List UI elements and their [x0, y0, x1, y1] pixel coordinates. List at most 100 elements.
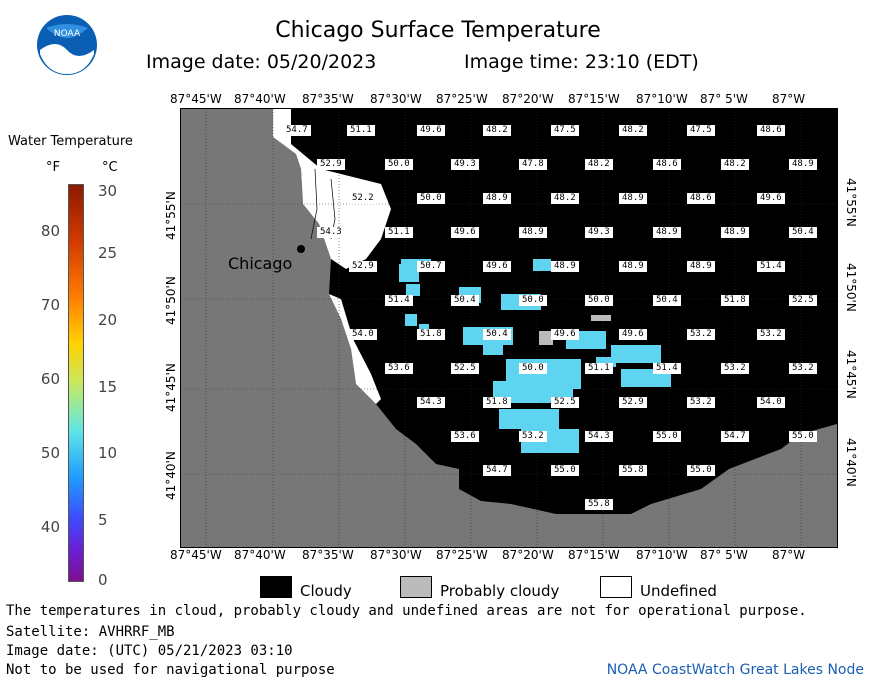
temp-value: 48.9	[653, 227, 681, 238]
temp-value: 51.4	[757, 261, 785, 272]
temp-value: 48.2	[483, 125, 511, 136]
legend-cloudy-swatch	[260, 576, 292, 598]
temp-value: 48.9	[551, 261, 579, 272]
longitude-label: 87°40'W	[234, 92, 286, 106]
unit-celsius: °C	[102, 160, 118, 175]
longitude-label: 87°30'W	[370, 92, 422, 106]
latitude-label: 41°45'N	[164, 363, 178, 412]
latitude-label: 41°40'N	[844, 438, 858, 487]
water-temperature-patches	[399, 259, 671, 453]
temp-value: 55.0	[789, 431, 817, 442]
temp-value: 47.8	[519, 159, 547, 170]
scale-title: Water Temperature	[8, 134, 133, 149]
temp-value: 49.6	[417, 125, 445, 136]
temp-value: 53.6	[451, 431, 479, 442]
longitude-label: 87°15'W	[568, 548, 620, 562]
noaa-logo: NOAA	[36, 14, 98, 76]
temp-value: 53.2	[721, 363, 749, 374]
city-label: Chicago	[228, 254, 293, 273]
land-west	[181, 109, 837, 547]
temp-value: 52.5	[551, 397, 579, 408]
temp-value: 48.6	[653, 159, 681, 170]
longitude-label: 87°25'W	[436, 548, 488, 562]
temp-value: 48.9	[619, 193, 647, 204]
temp-value: 51.8	[483, 397, 511, 408]
probably-cloudy-patches	[539, 315, 611, 345]
temp-value: 50.4	[789, 227, 817, 238]
longitude-label: 87°45'W	[170, 92, 222, 106]
temp-value: 48.9	[519, 227, 547, 238]
temp-value: 51.8	[721, 295, 749, 306]
latitude-label: 41°45'N	[844, 350, 858, 399]
temp-value: 54.0	[349, 329, 377, 340]
legend-undefined-swatch	[600, 576, 632, 598]
temp-value: 52.9	[349, 261, 377, 272]
temp-value: 48.9	[619, 261, 647, 272]
legend-probably-cloudy-swatch	[400, 576, 432, 598]
temp-value: 48.6	[757, 125, 785, 136]
latitude-label: 41°55'N	[844, 178, 858, 227]
temp-value: 55.0	[687, 465, 715, 476]
celsius-tick: 0	[98, 571, 108, 589]
temp-value: 53.2	[687, 329, 715, 340]
longitude-label: 87°30'W	[370, 548, 422, 562]
temp-value: 53.2	[757, 329, 785, 340]
temp-value: 51.4	[385, 295, 413, 306]
latitude-label: 41°50'N	[844, 263, 858, 312]
temp-value: 51.4	[653, 363, 681, 374]
temp-value: 47.5	[551, 125, 579, 136]
temp-value: 50.4	[483, 329, 511, 340]
temp-value: 49.3	[451, 159, 479, 170]
fahrenheit-tick: 50	[40, 444, 60, 462]
longitude-label: 87°W	[772, 548, 806, 562]
legend-cloudy-label: Cloudy	[300, 582, 352, 600]
temp-value: 54.7	[483, 465, 511, 476]
longitude-label: 87°15'W	[568, 92, 620, 106]
temp-value: 55.0	[653, 431, 681, 442]
temp-value: 49.6	[483, 261, 511, 272]
longitude-label: 87°10'W	[636, 548, 688, 562]
temp-value: 50.0	[385, 159, 413, 170]
longitude-label: 87° 5'W	[700, 548, 748, 562]
temp-value: 47.5	[687, 125, 715, 136]
temp-value: 51.8	[417, 329, 445, 340]
temp-value: 53.2	[789, 363, 817, 374]
temp-value: 52.2	[349, 193, 377, 204]
longitude-label: 87°W	[772, 92, 806, 106]
legend-probably-cloudy-label: Probably cloudy	[440, 582, 560, 600]
longitude-label: 87°20'W	[502, 548, 554, 562]
temp-value: 50.4	[653, 295, 681, 306]
temp-value: 55.8	[585, 499, 613, 510]
temp-value: 52.9	[619, 397, 647, 408]
legend-undefined-label: Undefined	[640, 582, 717, 600]
longitude-label: 87°40'W	[234, 548, 286, 562]
temp-value: 52.5	[451, 363, 479, 374]
temp-value: 54.3	[585, 431, 613, 442]
nav-warning: Not to be used for navigational purpose	[6, 662, 335, 678]
temp-value: 54.3	[317, 227, 345, 238]
temp-value: 50.0	[519, 363, 547, 374]
fahrenheit-tick: 60	[40, 370, 60, 388]
unit-fahrenheit: °F	[46, 160, 60, 175]
longitude-label: 87°35'W	[302, 92, 354, 106]
celsius-tick: 25	[98, 244, 118, 262]
temp-value: 49.6	[551, 329, 579, 340]
temp-value: 53.2	[519, 431, 547, 442]
temp-value: 50.0	[417, 193, 445, 204]
longitude-label: 87°45'W	[170, 548, 222, 562]
temp-value: 48.9	[789, 159, 817, 170]
fahrenheit-tick: 70	[40, 296, 60, 314]
temp-value: 51.1	[347, 125, 375, 136]
temp-value: 49.6	[451, 227, 479, 238]
temp-value: 54.3	[417, 397, 445, 408]
temp-value: 51.1	[585, 363, 613, 374]
chicago-marker	[297, 245, 305, 253]
longitude-label: 87° 5'W	[700, 92, 748, 106]
temp-value: 54.7	[721, 431, 749, 442]
celsius-tick: 20	[98, 311, 118, 329]
temp-value: 48.2	[619, 125, 647, 136]
celsius-tick: 30	[98, 182, 118, 200]
temp-value: 51.1	[385, 227, 413, 238]
latitude-label: 41°40'N	[164, 451, 178, 500]
image-time: Image time: 23:10 (EDT)	[464, 51, 699, 73]
